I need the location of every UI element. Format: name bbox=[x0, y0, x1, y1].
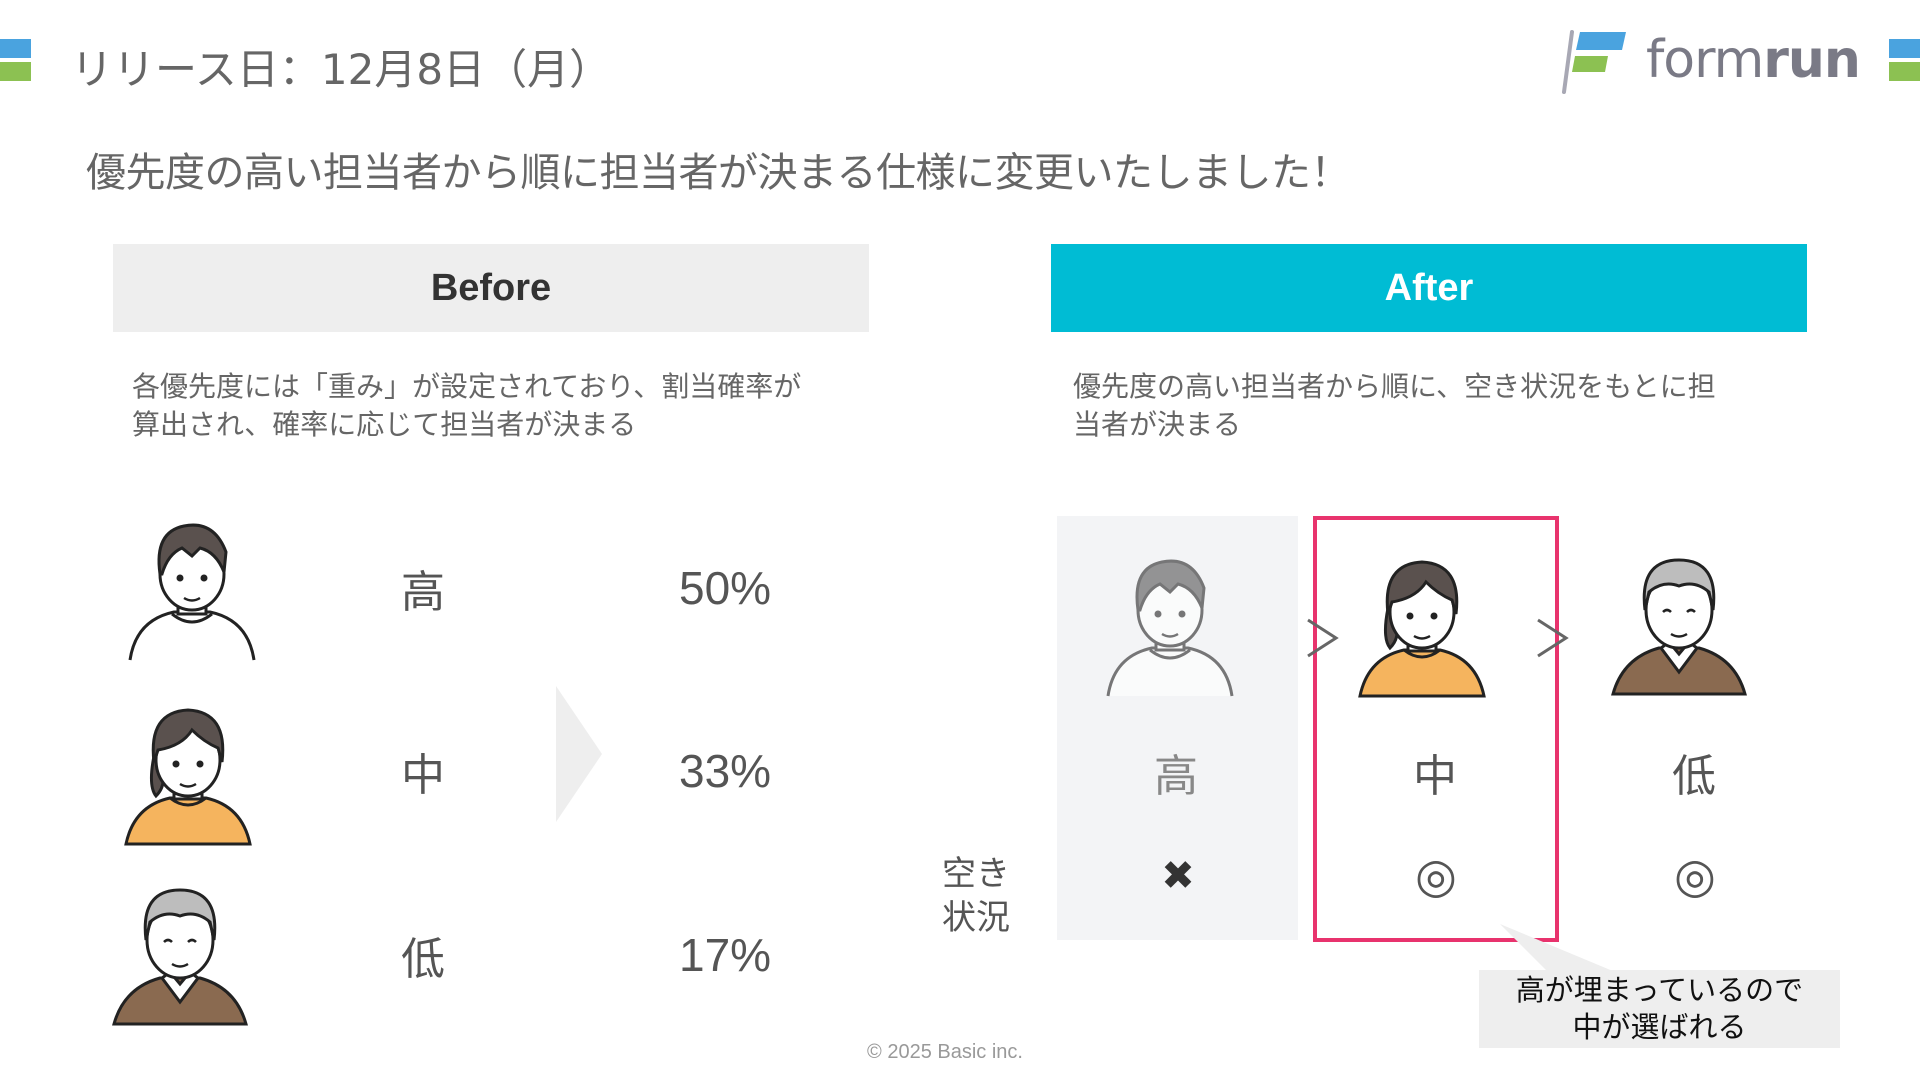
description-line: 当者が決まる bbox=[1073, 408, 1242, 441]
corner-bar-blue-right bbox=[1889, 39, 1920, 58]
description-line: 算出され、確率に応じて担当者が決まる bbox=[132, 408, 637, 441]
callout-line: 中が選ばれる bbox=[1572, 1010, 1747, 1044]
after-header: After bbox=[1051, 244, 1807, 332]
corner-bar-blue-left bbox=[0, 39, 31, 58]
priority-mid-label: 中 bbox=[401, 750, 445, 801]
unavailable-cross-icon: ✖ bbox=[1161, 853, 1195, 899]
man-avatar bbox=[1100, 548, 1240, 698]
page-subtitle: 優先度の高い担当者から順に担当者が決まる仕様に変更いたしました！ bbox=[86, 150, 1351, 196]
flag-icon bbox=[1562, 30, 1626, 94]
elder-avatar bbox=[110, 876, 250, 1026]
priority-high-label: 高 bbox=[1154, 751, 1198, 802]
priority-high-label: 高 bbox=[401, 567, 445, 618]
logo-text: form bbox=[1646, 30, 1764, 90]
arrow-right-icon bbox=[556, 686, 602, 822]
logo-text-bold: run bbox=[1763, 30, 1861, 90]
callout-pointer bbox=[1500, 924, 1620, 974]
available-double-circle-icon: ◎ bbox=[1674, 848, 1716, 904]
available-double-circle-icon: ◎ bbox=[1415, 848, 1457, 904]
callout-line: 高が埋まっているので bbox=[1515, 973, 1804, 1007]
release-date-title: リリース日：12月8日（月） bbox=[71, 45, 612, 94]
after-description: 優先度の高い担当者から順に、空き状況をもとに担 当者が決まる bbox=[1073, 368, 1793, 444]
priority-low-label: 低 bbox=[1672, 751, 1716, 802]
elder-avatar bbox=[1609, 546, 1749, 696]
probability-low: 17% bbox=[679, 929, 772, 981]
corner-bar-green-right bbox=[1889, 62, 1920, 81]
man-avatar bbox=[122, 512, 262, 662]
priority-mid-label: 中 bbox=[1413, 751, 1457, 802]
label-line: 状況 bbox=[942, 898, 1010, 938]
priority-low-label: 低 bbox=[401, 934, 445, 985]
copyright: © 2025 Basic inc. bbox=[867, 1041, 1023, 1063]
before-header: Before bbox=[113, 244, 869, 332]
callout-box: 高が埋まっているので 中が選ばれる bbox=[1479, 970, 1840, 1048]
description-line: 各優先度には「重み」が設定されており、割当確率が bbox=[132, 370, 802, 403]
selected-highlight-box bbox=[1313, 516, 1559, 942]
availability-label: 空き 状況 bbox=[942, 852, 1010, 940]
probability-mid: 33% bbox=[679, 745, 772, 797]
formrun-logo: formrun bbox=[1562, 28, 1862, 96]
corner-bar-green-left bbox=[0, 62, 31, 81]
woman-avatar bbox=[1352, 548, 1492, 698]
chevron-right-icon bbox=[1307, 618, 1339, 658]
chevron-right-icon bbox=[1537, 618, 1569, 658]
probability-high: 50% bbox=[679, 562, 772, 614]
description-line: 優先度の高い担当者から順に、空き状況をもとに担 bbox=[1073, 370, 1716, 403]
label-line: 空き bbox=[942, 854, 1010, 894]
before-description: 各優先度には「重み」が設定されており、割当確率が 算出され、確率に応じて担当者が… bbox=[132, 368, 852, 444]
woman-avatar bbox=[118, 696, 258, 846]
